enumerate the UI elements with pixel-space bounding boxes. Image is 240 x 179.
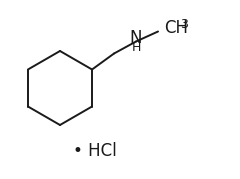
Text: H: H <box>131 41 141 54</box>
Text: CH: CH <box>164 18 188 37</box>
Text: 3: 3 <box>180 18 188 31</box>
Text: • HCl: • HCl <box>73 142 117 160</box>
Text: N: N <box>130 28 142 47</box>
